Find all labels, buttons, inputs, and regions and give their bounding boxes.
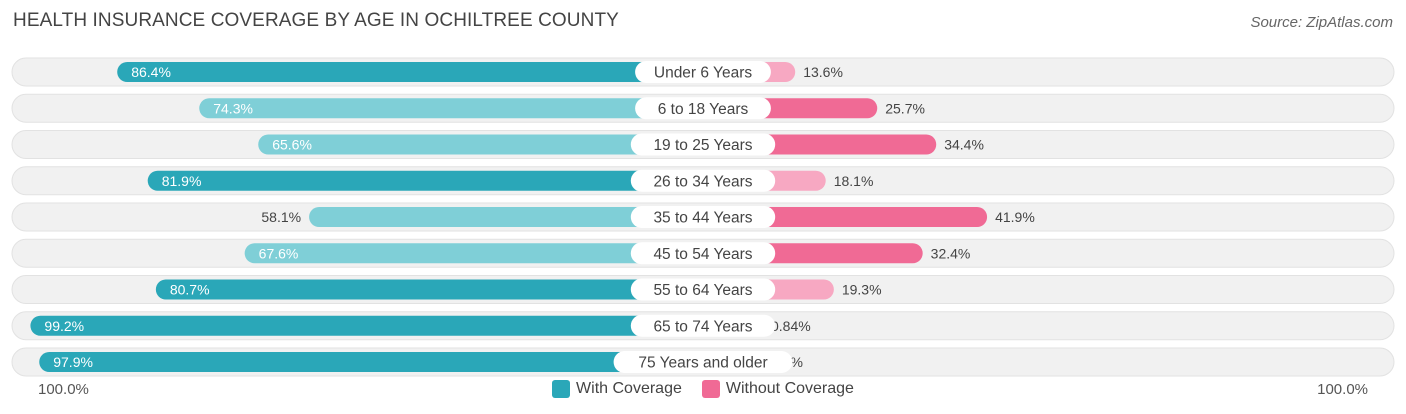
category-pill bbox=[630, 314, 776, 337]
bar-with-coverage bbox=[39, 352, 704, 372]
legend-swatch-with bbox=[552, 380, 571, 398]
value-label-without: 25.7% bbox=[885, 100, 925, 116]
value-label-without: 0.84% bbox=[771, 318, 811, 334]
chart-title: HEALTH INSURANCE COVERAGE BY AGE IN OCHI… bbox=[13, 10, 619, 31]
category-pill bbox=[630, 206, 776, 228]
bar-with-coverage bbox=[155, 279, 703, 300]
category-pill bbox=[635, 61, 771, 83]
value-label-without: 41.9% bbox=[995, 209, 1035, 225]
bar-with-coverage bbox=[30, 315, 703, 336]
category-label: 6 to 18 Years bbox=[658, 101, 749, 118]
bar-with-coverage bbox=[309, 207, 703, 227]
legend-swatch-without bbox=[701, 380, 720, 398]
category-pill bbox=[613, 351, 793, 373]
bar-with-coverage bbox=[199, 98, 703, 119]
value-label-with: 80.7% bbox=[170, 282, 210, 298]
category-pill bbox=[635, 97, 771, 120]
axis-right-label: 100.0% bbox=[1317, 381, 1368, 398]
category-label: 55 to 64 Years bbox=[653, 282, 752, 299]
legend-label-without: Without Coverage bbox=[725, 380, 854, 397]
value-label-with: 67.6% bbox=[259, 245, 299, 261]
value-label-without: 32.4% bbox=[931, 245, 971, 261]
legend-item-without-coverage[interactable]: Without Coverage bbox=[701, 380, 854, 398]
category-label: 35 to 44 Years bbox=[653, 210, 752, 227]
value-label-without: 13.6% bbox=[803, 64, 843, 80]
category-pill bbox=[630, 242, 776, 265]
value-label-with: 81.9% bbox=[162, 173, 202, 189]
value-label-with: 58.1% bbox=[261, 209, 301, 225]
category-label: 45 to 54 Years bbox=[653, 246, 752, 263]
category-label: 75 Years and older bbox=[638, 355, 767, 372]
value-label-with: 99.2% bbox=[44, 318, 84, 334]
bar-with-coverage bbox=[244, 243, 703, 264]
value-label-with: 74.3% bbox=[213, 100, 253, 116]
value-label-with: 97.9% bbox=[53, 354, 93, 370]
legend-item-with-coverage[interactable]: With Coverage bbox=[552, 380, 682, 398]
bar-with-coverage bbox=[117, 62, 703, 82]
legend-label-with: With Coverage bbox=[576, 380, 682, 397]
value-label-without: 18.1% bbox=[834, 173, 874, 189]
category-pill bbox=[630, 133, 776, 156]
bar-with-coverage bbox=[147, 170, 703, 191]
category-pill bbox=[630, 278, 776, 301]
value-label-without: 34.4% bbox=[944, 137, 984, 153]
category-label: 26 to 34 Years bbox=[653, 173, 752, 190]
bar-without-coverage bbox=[703, 207, 988, 227]
category-pill bbox=[630, 169, 776, 192]
category-label: Under 6 Years bbox=[654, 65, 752, 82]
category-label: 19 to 25 Years bbox=[653, 137, 752, 154]
legend: With Coverage Without Coverage bbox=[0, 380, 1406, 398]
value-label-with: 65.6% bbox=[272, 137, 312, 153]
value-label-without: 19.3% bbox=[842, 282, 882, 298]
category-label: 65 to 74 Years bbox=[653, 318, 752, 335]
bar-with-coverage bbox=[258, 134, 703, 155]
value-label-with: 86.4% bbox=[131, 64, 171, 80]
source-label: Source: ZipAtlas.com bbox=[1250, 14, 1393, 31]
axis-left-label: 100.0% bbox=[38, 381, 89, 398]
